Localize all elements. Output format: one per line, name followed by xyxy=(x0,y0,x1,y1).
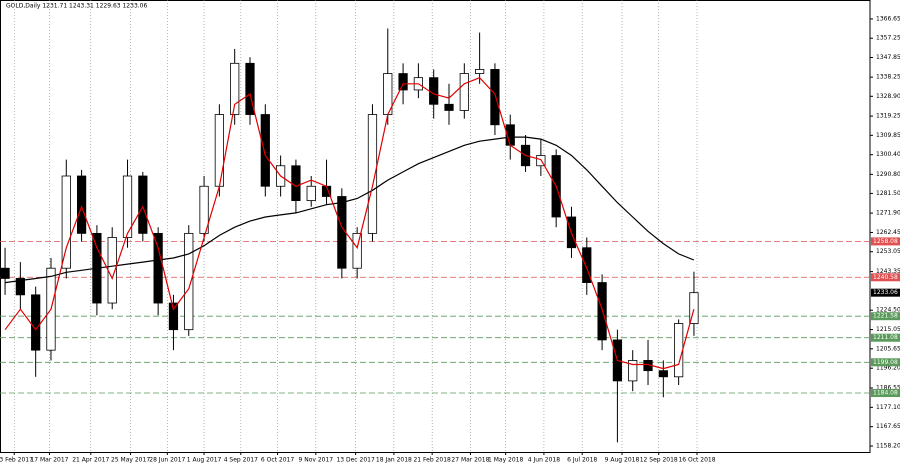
plot-frame xyxy=(0,0,871,453)
x-tick-label: 6 Jul 2018 xyxy=(567,457,597,464)
candle-body xyxy=(582,247,592,283)
candle-body xyxy=(337,196,347,269)
y-tick-label: 1224.50 xyxy=(876,307,900,314)
x-tick-label: 12 Sep 2018 xyxy=(640,457,678,464)
x-tick-label: 4 Jun 2018 xyxy=(528,457,560,464)
candle-body xyxy=(689,292,699,324)
x-tick-label: 13 Feb 2017 xyxy=(0,457,33,464)
x-tick-label: 1 May 2018 xyxy=(488,457,523,464)
candle-body xyxy=(459,73,469,111)
y-tick-label: 1243.35 xyxy=(876,268,900,275)
y-tick-label: 1205.65 xyxy=(876,345,900,352)
x-tick-label: 1 Aug 2017 xyxy=(187,457,222,464)
candle-body xyxy=(168,302,179,331)
x-tick-label: 9 Aug 2018 xyxy=(605,457,640,464)
level-label: 1240.58 xyxy=(873,274,898,281)
y-tick-label: 1290.80 xyxy=(876,171,900,178)
candle-body xyxy=(398,73,408,91)
x-tick-label: 18 Jan 2018 xyxy=(376,457,412,464)
level-label-box xyxy=(871,312,900,321)
y-tick-label: 1328.90 xyxy=(876,93,900,100)
candle-body xyxy=(475,69,485,74)
y-tick-label: 1309.85 xyxy=(876,132,900,139)
x-tick-label: 17 Mar 2017 xyxy=(30,457,68,464)
candle-body xyxy=(674,323,684,378)
ma-line xyxy=(4,76,695,370)
level-label: 1199.08 xyxy=(873,359,898,366)
x-tick-label: 6 Oct 2017 xyxy=(261,457,294,464)
y-tick-label: 1281.50 xyxy=(876,190,900,197)
candle-body xyxy=(15,278,25,296)
candle-body xyxy=(230,62,240,115)
chart-title: GOLD,Daily 1231.71 1243.31 1229.63 1233.… xyxy=(6,3,147,10)
price-label: 1233.06 xyxy=(873,289,898,296)
x-tick-label: 21 Feb 2018 xyxy=(413,457,451,464)
candle-body xyxy=(306,185,316,201)
candle-body xyxy=(199,185,209,234)
x-tick-label: 27 Mar 2018 xyxy=(451,457,489,464)
y-tick-label: 1158.20 xyxy=(876,443,900,450)
candle-body xyxy=(490,69,500,126)
candle-body xyxy=(291,165,301,201)
x-tick-label: 25 May 2017 xyxy=(111,457,150,464)
y-tick-label: 1167.65 xyxy=(876,423,900,430)
x-tick-label: 4 Sep 2017 xyxy=(224,457,258,464)
level-label-box xyxy=(871,333,900,342)
y-tick-label: 1177.10 xyxy=(876,404,900,411)
candle-body xyxy=(153,232,163,304)
level-label-box xyxy=(871,273,900,282)
y-tick-label: 1271.90 xyxy=(876,210,900,217)
candle-body xyxy=(260,114,270,187)
x-tick-label: 16 Oct 2018 xyxy=(678,457,715,464)
level-label-box xyxy=(871,358,900,367)
y-tick-label: 1186.55 xyxy=(876,384,900,391)
x-tick-label: 21 Apr 2017 xyxy=(72,457,109,464)
price-label-box xyxy=(871,288,900,297)
y-tick-label: 1253.05 xyxy=(876,248,900,255)
candle-body xyxy=(122,175,133,238)
candle-body xyxy=(0,267,10,279)
y-tick-label: 1319.25 xyxy=(876,113,900,120)
y-tick-label: 1366.65 xyxy=(876,15,900,22)
level-label-box xyxy=(871,237,900,246)
candle-body xyxy=(138,175,148,234)
y-tick-label: 1338.25 xyxy=(876,74,900,81)
y-tick-label: 1357.25 xyxy=(876,35,900,42)
candle-body xyxy=(214,114,224,187)
candle-body xyxy=(245,62,255,115)
candle-body xyxy=(628,360,638,382)
candle-body xyxy=(367,114,378,234)
x-tick-label: 28 Jun 2017 xyxy=(149,457,185,464)
level-label: 1258.08 xyxy=(873,238,898,245)
y-tick-label: 1262.45 xyxy=(876,229,900,236)
level-label: 1184.08 xyxy=(873,390,898,397)
x-tick-label: 13 Dec 2017 xyxy=(336,457,375,464)
candle-body xyxy=(61,175,71,269)
y-tick-label: 1300.40 xyxy=(876,151,900,158)
y-tick-label: 1215.05 xyxy=(876,326,900,333)
candle-body xyxy=(76,175,87,234)
candle-body xyxy=(352,232,362,269)
candle-body xyxy=(444,103,454,111)
ma-line xyxy=(5,136,695,284)
x-tick-label: 9 Nov 2017 xyxy=(299,457,334,464)
candle-body xyxy=(658,370,668,378)
level-label-box xyxy=(871,389,900,398)
candle-body xyxy=(184,232,194,331)
y-tick-label: 1196.20 xyxy=(876,365,900,372)
candle-body xyxy=(31,294,41,351)
level-label: 1221.58 xyxy=(873,313,898,320)
level-label: 1211.08 xyxy=(873,334,898,341)
candle-body xyxy=(429,77,439,105)
y-tick-label: 1347.85 xyxy=(876,54,900,61)
